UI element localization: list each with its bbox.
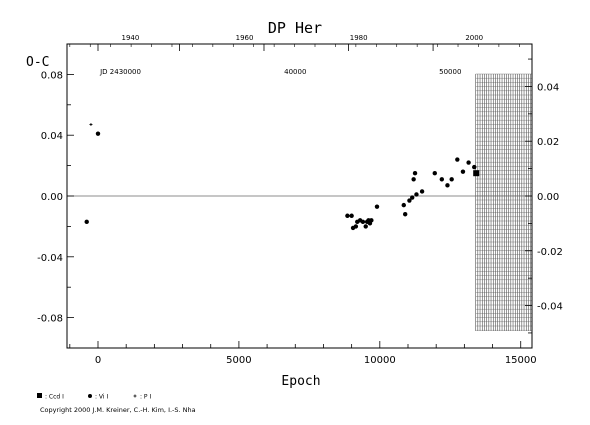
ccd-point (473, 170, 480, 177)
visual-point (445, 183, 450, 188)
copyright-note: Copyright 2000 J.M. Kreiner, C.-H. Kim, … (40, 406, 196, 414)
visual-point (466, 160, 471, 165)
visual-point (349, 213, 354, 218)
chart-title: DP Her (268, 19, 322, 37)
visual-point (432, 171, 437, 176)
y-tick-label: 0.04 (41, 131, 63, 142)
visual-point (410, 195, 415, 200)
legend-label: : Ccd I (45, 394, 64, 401)
y-tick-label: -0.08 (37, 314, 63, 325)
visual-point (401, 202, 406, 208)
visual-point (449, 177, 454, 182)
visual-point (345, 213, 350, 218)
x-tick-label: 0 (95, 355, 101, 366)
visual-point (84, 219, 89, 225)
visual-point (472, 164, 477, 170)
x-axis-label: Epoch (281, 374, 320, 389)
photographic-point (89, 123, 93, 127)
x-tick-label: 5000 (226, 355, 251, 366)
visual-point (412, 171, 418, 176)
top-year-label: 2000 (465, 34, 483, 42)
y-tick-label: -0.04 (37, 253, 63, 264)
top-year-label: 1980 (350, 34, 368, 42)
x-tick-label: 10000 (364, 355, 396, 366)
visual-point (455, 157, 460, 162)
axis-ticks (67, 43, 532, 349)
visual-point (419, 189, 425, 194)
y2-tick-label: -0.02 (537, 247, 563, 258)
legend-marker-ccd (37, 393, 42, 398)
visual-point (460, 169, 466, 174)
tick-labels: -0.08 -0.04 0.00 0.04 0.08 -0.04 -0.02 0.00 0.02… (37, 34, 563, 366)
hatched-region (475, 73, 532, 331)
y2-tick-label: 0.00 (537, 192, 559, 203)
y-tick-label: 0.00 (41, 192, 63, 203)
y-tick-label: 0.08 (41, 70, 63, 81)
visual-point (360, 219, 366, 225)
data-points (84, 123, 480, 231)
top-jd-label: 40000 (284, 68, 306, 76)
legend-marker-visual (88, 394, 92, 398)
legend-label: : Vi I (95, 394, 108, 401)
visual-point (374, 204, 380, 209)
visual-point (363, 224, 368, 229)
plot-frame (66, 43, 533, 349)
y2-tick-label: 0.02 (537, 137, 559, 148)
legend-label: : P I (140, 394, 151, 401)
visual-point (402, 212, 408, 217)
top-jd-label: 50000 (439, 68, 461, 76)
visual-point (95, 131, 101, 136)
visual-point (407, 198, 412, 203)
legend-marker-photographic (133, 394, 137, 398)
visual-point (439, 177, 445, 182)
top-year-label: 1960 (236, 34, 254, 42)
top-year-label: 1940 (121, 34, 139, 42)
top-jd-label: JD 2430000 (99, 68, 141, 76)
visual-point (411, 177, 416, 182)
y2-tick-label: -0.04 (537, 302, 563, 313)
visual-point (353, 224, 359, 229)
legend: : Ccd I : Vi I : P I (37, 393, 151, 401)
visual-point (414, 192, 419, 197)
visual-point (369, 218, 374, 223)
x-tick-label: 15000 (505, 355, 537, 366)
y-axis-label: O-C (26, 55, 49, 70)
y2-tick-label: 0.04 (537, 82, 559, 93)
